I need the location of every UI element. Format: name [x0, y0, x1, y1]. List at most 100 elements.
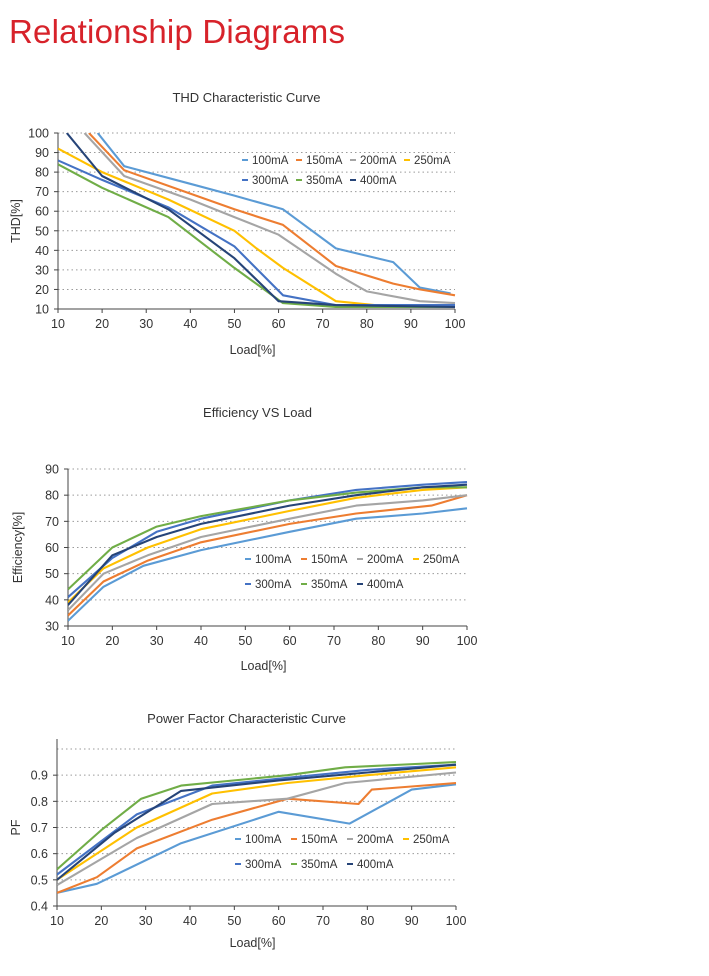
x-tick-label: 60: [272, 317, 286, 331]
y-tick-label: 60: [35, 205, 49, 219]
series-line-400mA: [57, 763, 457, 881]
x-tick-label: 10: [61, 634, 75, 648]
x-tick-label: 50: [227, 914, 241, 928]
series-line-150mA: [88, 133, 456, 297]
legend-label-250mA: 250mA: [413, 834, 450, 846]
y-axis-label: PF: [9, 819, 23, 835]
y-tick-label: 10: [35, 303, 49, 317]
x-tick-label: 70: [327, 634, 341, 648]
series-line-200mA: [83, 133, 456, 305]
x-tick-label: 20: [95, 317, 109, 331]
legend-label-400mA: 400mA: [367, 579, 404, 591]
x-tick-label: 60: [283, 634, 297, 648]
x-tick-label: 90: [404, 317, 418, 331]
x-tick-label: 50: [238, 634, 252, 648]
y-tick-label: 0.8: [31, 795, 48, 809]
legend-label-200mA: 200mA: [367, 554, 404, 566]
y-tick-label: 0.7: [31, 821, 48, 835]
x-tick-label: 40: [183, 914, 197, 928]
x-tick-label: 90: [405, 914, 419, 928]
y-tick-label: 70: [35, 185, 49, 199]
x-tick-label: 30: [139, 317, 153, 331]
x-tick-label: 10: [50, 914, 64, 928]
series-line-250mA: [68, 486, 468, 604]
y-tick-label: 60: [45, 541, 59, 555]
legend-label-200mA: 200mA: [357, 834, 394, 846]
y-axis-label: THD[%]: [9, 199, 23, 243]
series-line-200mA: [57, 771, 457, 887]
legend-label-400mA: 400mA: [360, 175, 397, 187]
series-line-200mA: [68, 494, 468, 612]
thd-chart: THD Characteristic Curve 10 20 30 40 50 60 70 80…: [9, 90, 466, 357]
y-tick-label: 30: [45, 620, 59, 634]
series-line-150mA: [68, 494, 468, 617]
x-axis-label: Load[%]: [230, 343, 276, 357]
y-tick-label: 100: [28, 127, 49, 141]
x-tick-label: 80: [360, 317, 374, 331]
legend-label-100mA: 100mA: [245, 834, 282, 846]
legend-label-200mA: 200mA: [360, 155, 397, 167]
legend-label-300mA: 300mA: [245, 859, 282, 871]
legend-label-150mA: 150mA: [311, 554, 348, 566]
y-axis-label: Efficiency[%]: [11, 512, 25, 583]
chart-title: THD Characteristic Curve: [172, 90, 320, 105]
legend-label-250mA: 250mA: [423, 554, 460, 566]
x-tick-label: 10: [51, 317, 65, 331]
y-tick-label: 90: [45, 463, 59, 477]
y-tick-label: 80: [45, 489, 59, 503]
series-line-300mA: [68, 481, 468, 598]
series-line-150mA: [57, 781, 457, 894]
x-tick-label: 70: [316, 317, 330, 331]
y-tick-label: 40: [45, 593, 59, 607]
y-tick-label: 20: [35, 283, 49, 297]
series-line-400mA: [68, 483, 468, 606]
x-axis-label: Load[%]: [230, 936, 276, 950]
y-tick-label: 50: [45, 567, 59, 581]
x-tick-label: 90: [416, 634, 430, 648]
power-factor-chart: Power Factor Characteristic Curve 0.4 0.5 0…: [9, 711, 467, 950]
x-tick-label: 40: [194, 634, 208, 648]
legend-label-350mA: 350mA: [301, 859, 338, 871]
series-line-250mA: [57, 766, 457, 881]
legend-label-400mA: 400mA: [357, 859, 394, 871]
x-tick-label: 50: [227, 317, 241, 331]
legend-label-100mA: 100mA: [252, 155, 289, 167]
x-tick-label: 100: [446, 914, 467, 928]
legend-label-150mA: 150mA: [306, 155, 343, 167]
efficiency-chart: Efficiency VS Load 30 40 50 60 70 80 90 10 20 30 40…: [11, 405, 478, 673]
series-line-350mA: [58, 163, 455, 309]
y-tick-label: 0.9: [31, 769, 48, 783]
legend-label-300mA: 300mA: [252, 175, 289, 187]
y-tick-label: 90: [35, 146, 49, 160]
series-line-100mA: [57, 783, 457, 894]
series-line-350mA: [57, 761, 457, 871]
legend-label-350mA: 350mA: [306, 175, 343, 187]
series-line-400mA: [65, 133, 456, 309]
series-line-300mA: [57, 763, 457, 876]
legend-label-150mA: 150mA: [301, 834, 338, 846]
legend-label-350mA: 350mA: [311, 579, 348, 591]
chart-title: Power Factor Characteristic Curve: [147, 711, 346, 726]
x-tick-label: 60: [272, 914, 286, 928]
y-tick-label: 40: [35, 244, 49, 258]
legend-label-250mA: 250mA: [414, 155, 451, 167]
x-axis-label: Load[%]: [241, 659, 287, 673]
series-line-100mA: [96, 133, 451, 295]
y-tick-label: 80: [35, 166, 49, 180]
x-tick-label: 20: [94, 914, 108, 928]
y-tick-label: 0.6: [31, 847, 48, 861]
x-tick-label: 20: [105, 634, 119, 648]
y-tick-label: 70: [45, 515, 59, 529]
y-tick-label: 0.5: [31, 873, 48, 887]
x-tick-label: 70: [316, 914, 330, 928]
y-tick-label: 30: [35, 263, 49, 277]
legend-label-300mA: 300mA: [255, 579, 292, 591]
y-tick-label: 0.4: [31, 900, 48, 914]
series-line-100mA: [68, 507, 468, 622]
x-tick-label: 100: [445, 317, 466, 331]
x-tick-label: 30: [150, 634, 164, 648]
x-tick-label: 40: [183, 317, 197, 331]
x-tick-label: 30: [139, 914, 153, 928]
legend-label-100mA: 100mA: [255, 554, 292, 566]
x-tick-label: 100: [457, 634, 478, 648]
